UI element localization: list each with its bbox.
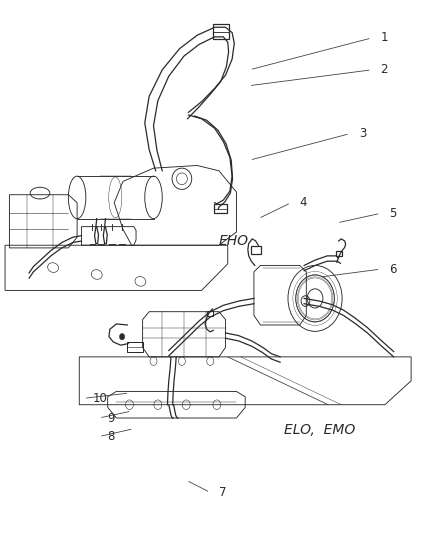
Circle shape — [120, 334, 125, 340]
Text: 8: 8 — [108, 430, 115, 443]
Text: 2: 2 — [381, 63, 388, 76]
Text: 10: 10 — [92, 392, 107, 405]
Bar — [213, 24, 229, 39]
Text: 9: 9 — [108, 411, 115, 424]
Text: 7: 7 — [219, 486, 226, 499]
Text: 1: 1 — [381, 31, 388, 44]
Text: EHO: EHO — [219, 234, 249, 248]
Bar — [251, 246, 261, 254]
Text: ELO,  EMO: ELO, EMO — [285, 423, 356, 437]
Text: 6: 6 — [389, 263, 397, 276]
Bar — [207, 311, 213, 316]
Bar — [336, 251, 342, 256]
Text: 3: 3 — [359, 127, 366, 140]
Text: 4: 4 — [300, 196, 307, 209]
Bar — [214, 204, 227, 213]
Bar — [127, 342, 143, 352]
Text: 5: 5 — [389, 207, 397, 220]
